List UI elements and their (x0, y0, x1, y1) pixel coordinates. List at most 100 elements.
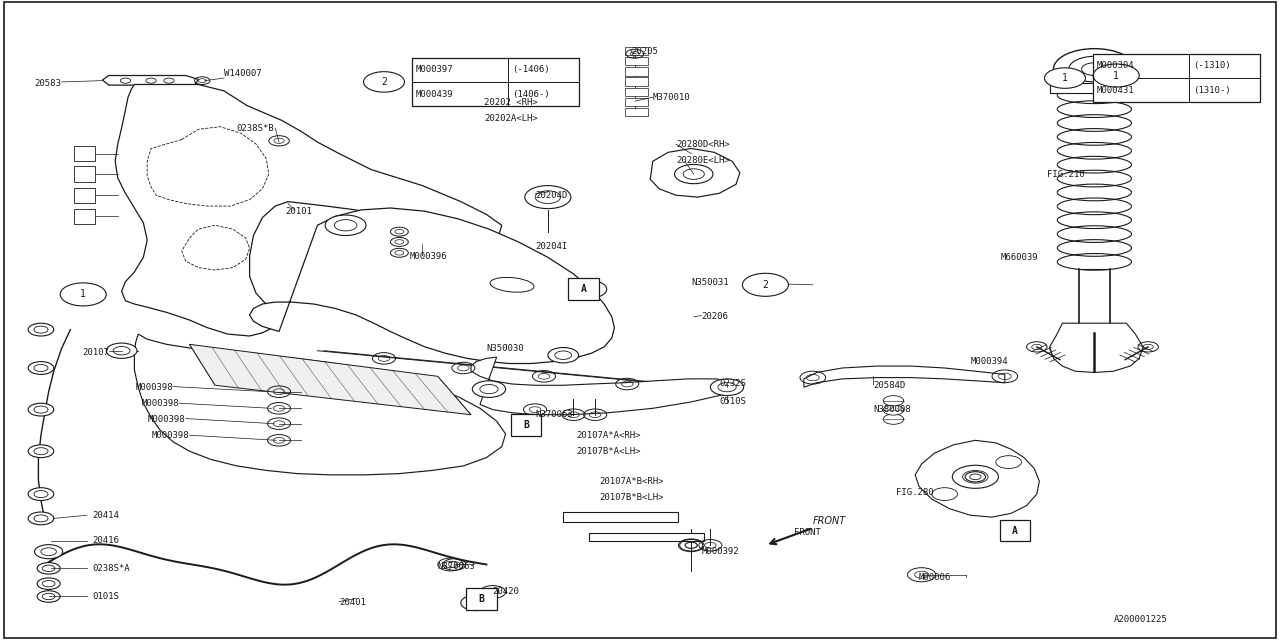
Polygon shape (471, 357, 740, 415)
Text: (1310-): (1310-) (1193, 86, 1230, 95)
Text: N350031: N350031 (691, 278, 728, 287)
Circle shape (742, 273, 788, 296)
FancyBboxPatch shape (466, 588, 497, 610)
FancyBboxPatch shape (589, 533, 704, 541)
Text: FRONT: FRONT (794, 528, 820, 537)
Circle shape (35, 545, 63, 559)
FancyBboxPatch shape (74, 209, 95, 224)
Circle shape (461, 595, 492, 611)
Text: 20202A<LH>: 20202A<LH> (484, 114, 538, 123)
Text: N370063: N370063 (535, 410, 572, 419)
Text: M000396: M000396 (410, 252, 447, 260)
Circle shape (364, 72, 404, 92)
FancyBboxPatch shape (1050, 83, 1139, 93)
Text: 20206: 20206 (701, 312, 728, 321)
Circle shape (1069, 56, 1120, 82)
Text: M000392: M000392 (701, 547, 739, 556)
FancyBboxPatch shape (511, 414, 541, 436)
Circle shape (996, 456, 1021, 468)
Circle shape (28, 362, 54, 374)
Text: M000304: M000304 (1097, 61, 1134, 70)
Text: M000394: M000394 (970, 357, 1007, 366)
Text: 20280E<LH>: 20280E<LH> (676, 156, 730, 164)
Text: 20420: 20420 (493, 588, 520, 596)
Text: (-1406): (-1406) (512, 65, 549, 74)
Circle shape (1082, 63, 1107, 76)
Polygon shape (250, 208, 614, 364)
Circle shape (28, 445, 54, 458)
Circle shape (525, 186, 571, 209)
Text: N380008: N380008 (873, 405, 910, 414)
Text: FRONT: FRONT (813, 516, 846, 526)
Circle shape (952, 465, 998, 488)
Circle shape (883, 414, 904, 424)
Text: B: B (479, 594, 484, 604)
Polygon shape (115, 84, 502, 336)
Circle shape (1044, 68, 1085, 88)
Circle shape (106, 343, 137, 358)
FancyBboxPatch shape (625, 108, 648, 116)
Text: 20204D: 20204D (535, 191, 567, 200)
FancyBboxPatch shape (625, 88, 648, 96)
Text: M000397: M000397 (416, 65, 453, 74)
Polygon shape (102, 76, 198, 85)
Text: M000398: M000398 (136, 383, 173, 392)
Circle shape (37, 578, 60, 589)
Polygon shape (1050, 323, 1143, 372)
FancyBboxPatch shape (412, 58, 579, 82)
FancyBboxPatch shape (74, 146, 95, 161)
Text: 20107B*B<LH>: 20107B*B<LH> (599, 493, 663, 502)
FancyBboxPatch shape (625, 57, 648, 65)
Text: 20107: 20107 (82, 348, 109, 356)
FancyBboxPatch shape (563, 512, 678, 522)
FancyBboxPatch shape (625, 98, 648, 106)
Circle shape (472, 381, 506, 397)
FancyBboxPatch shape (1000, 520, 1030, 541)
FancyBboxPatch shape (1093, 54, 1260, 78)
Circle shape (325, 215, 366, 236)
Text: A: A (1012, 525, 1018, 536)
FancyBboxPatch shape (74, 188, 95, 203)
Circle shape (883, 396, 904, 406)
Text: M000398: M000398 (148, 415, 186, 424)
Text: 20107A*A<RH>: 20107A*A<RH> (576, 431, 640, 440)
Text: N350030: N350030 (486, 344, 524, 353)
Circle shape (965, 472, 986, 482)
Circle shape (28, 323, 54, 336)
Polygon shape (804, 366, 1005, 387)
FancyBboxPatch shape (625, 47, 648, 55)
Text: 2: 2 (763, 280, 768, 290)
Text: 20416: 20416 (92, 536, 119, 545)
Circle shape (932, 488, 957, 500)
Circle shape (548, 348, 579, 363)
Polygon shape (650, 148, 740, 197)
FancyBboxPatch shape (625, 77, 648, 86)
Text: (1406-): (1406-) (512, 90, 549, 99)
Text: 2: 2 (381, 77, 387, 87)
Text: M000398: M000398 (142, 399, 179, 408)
Text: 20401: 20401 (339, 598, 366, 607)
Text: 20101: 20101 (285, 207, 312, 216)
Text: 0510S: 0510S (719, 397, 746, 406)
Circle shape (883, 405, 904, 415)
Text: M370010: M370010 (653, 93, 690, 102)
Text: A: A (581, 284, 586, 294)
Circle shape (28, 403, 54, 416)
FancyBboxPatch shape (412, 82, 579, 106)
Text: M000398: M000398 (152, 431, 189, 440)
Circle shape (710, 379, 744, 396)
Text: 1: 1 (81, 289, 86, 300)
Polygon shape (189, 344, 471, 415)
FancyBboxPatch shape (74, 166, 95, 182)
FancyBboxPatch shape (1093, 78, 1260, 102)
Text: 0238S*A: 0238S*A (92, 564, 129, 573)
Text: W140007: W140007 (224, 69, 261, 78)
Circle shape (37, 563, 60, 574)
Text: 0238S*B: 0238S*B (237, 124, 274, 132)
Polygon shape (134, 334, 506, 475)
Text: 20107A*B<RH>: 20107A*B<RH> (599, 477, 663, 486)
Circle shape (146, 78, 156, 83)
Text: 20205: 20205 (631, 47, 658, 56)
Text: M660039: M660039 (1001, 253, 1038, 262)
Circle shape (675, 164, 713, 184)
